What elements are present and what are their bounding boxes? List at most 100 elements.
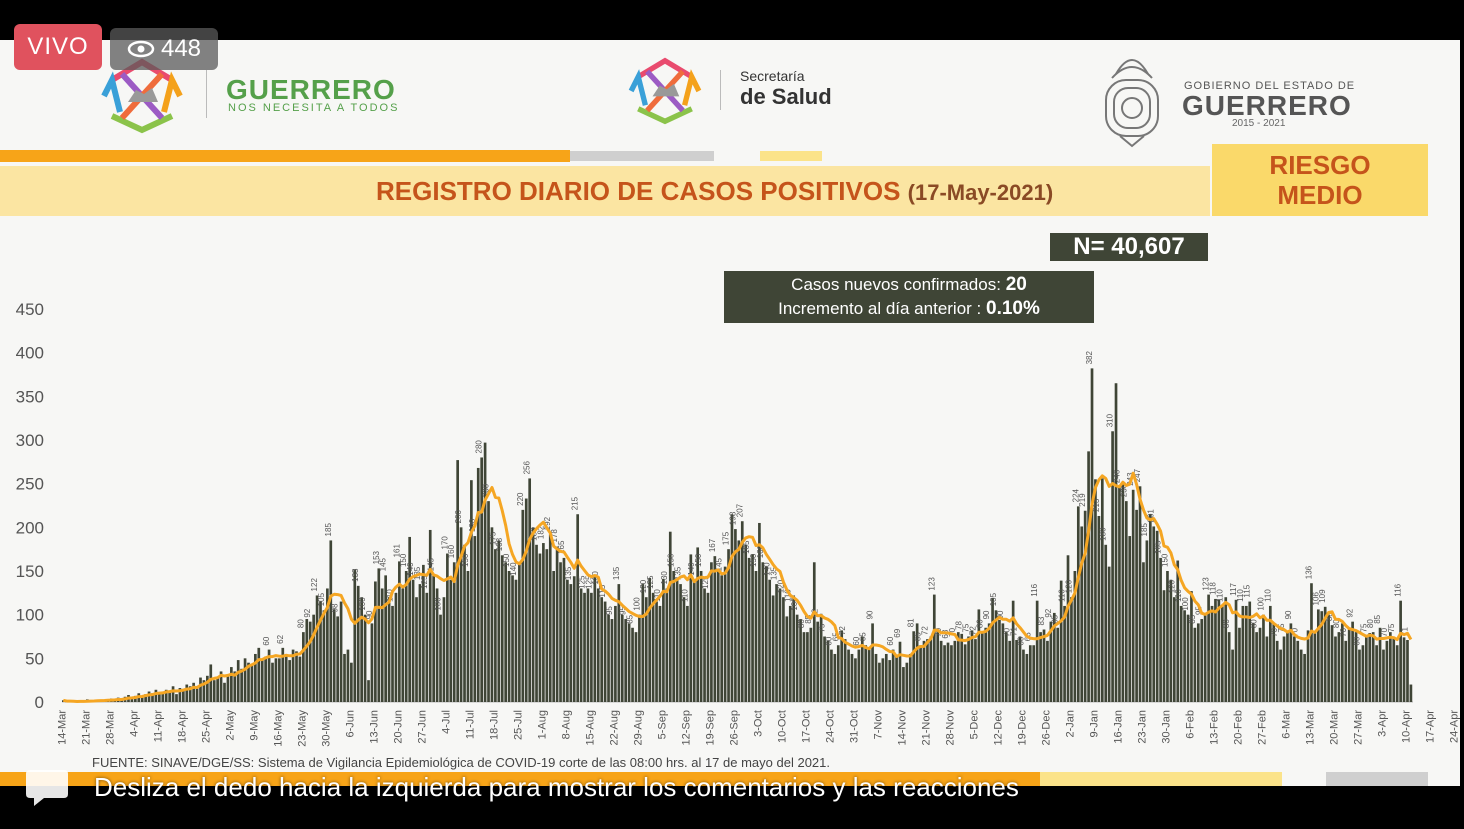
x-tick-label: 26-Dec — [1040, 710, 1052, 746]
daily-cases-bar — [912, 631, 916, 702]
bar-value-label: 150 — [749, 553, 758, 567]
gov-line3: 2015 - 2021 — [1232, 118, 1286, 129]
comment-icon[interactable] — [24, 766, 70, 810]
x-tick-label: 20-Feb — [1232, 710, 1244, 745]
daily-cases-bar — [295, 651, 298, 702]
daily-cases-bar — [1135, 509, 1138, 702]
bar-value-label: 110 — [1058, 589, 1067, 602]
daily-cases-bar — [223, 682, 226, 702]
x-tick-label: 24-Oct — [824, 710, 836, 743]
daily-cases-bar — [480, 457, 484, 702]
daily-cases-bar — [1152, 526, 1156, 702]
bar-value-label: 135 — [413, 566, 422, 580]
daily-cases-bar — [175, 694, 178, 702]
bar-value-label: 90 — [982, 610, 991, 619]
daily-cases-bar — [884, 653, 888, 702]
bar-value-label: 125 — [701, 575, 710, 589]
daily-cases-bar — [212, 680, 216, 702]
daily-cases-bar — [432, 575, 435, 702]
daily-cases-bar — [1090, 368, 1094, 702]
daily-cases-bar — [1385, 640, 1389, 702]
bar-value-label: 230 — [1119, 483, 1128, 497]
x-tick-label: 28-Nov — [944, 710, 956, 746]
daily-cases-bar — [768, 579, 772, 702]
x-tick-label: 28-Mar — [104, 710, 116, 745]
gov-line1: GOBIERNO DEL ESTADO DE — [1184, 80, 1356, 92]
bar-value-label: 150 — [694, 553, 703, 567]
y-tick-label: 100 — [16, 606, 44, 625]
daily-cases-bar — [614, 605, 617, 702]
daily-cases-bar — [583, 592, 586, 702]
daily-cases-bar — [1114, 383, 1118, 702]
bar-value-label: 116 — [1394, 583, 1403, 596]
daily-cases-bar — [339, 601, 343, 702]
daily-cases-bar — [278, 658, 281, 702]
daily-cases-bar — [891, 649, 895, 702]
daily-cases-bar — [788, 605, 792, 702]
new-cases-label: Casos nuevos confirmados: — [791, 275, 1001, 294]
bar-value-label: 88 — [1325, 612, 1334, 621]
daily-cases-bar — [1203, 614, 1207, 702]
bar-value-label: 115 — [1243, 584, 1252, 597]
y-tick-label: 450 — [16, 300, 44, 319]
bar-value-label: 200 — [454, 509, 463, 523]
daily-cases-bar — [151, 693, 154, 702]
bar-value-label: 310 — [1106, 413, 1115, 427]
y-tick-label: 200 — [16, 518, 44, 537]
x-tick-label: 12-Dec — [992, 710, 1004, 746]
daily-cases-bar — [202, 680, 206, 702]
daily-cases-bar — [672, 571, 676, 702]
daily-cases-bar — [459, 527, 463, 702]
daily-cases-bar — [360, 597, 363, 702]
bar-value-label: 60 — [824, 636, 833, 645]
daily-cases-bar — [692, 579, 696, 702]
x-tick-label: 10-Oct — [776, 710, 788, 743]
bar-value-label: 185 — [324, 523, 333, 537]
x-tick-label: 30-May — [320, 710, 332, 747]
daily-cases-bar — [761, 562, 765, 702]
daily-cases-bar — [1330, 625, 1334, 702]
bar-value-label: 219 — [1078, 493, 1087, 507]
daily-cases-bar — [644, 597, 648, 702]
bar-value-label: 100 — [358, 597, 367, 611]
bar-value-label: 80 — [1222, 619, 1231, 628]
daily-cases-bar — [1186, 614, 1190, 702]
bar-value-label: 192 — [543, 516, 552, 530]
bar-value-label: 70 — [1380, 627, 1389, 636]
bar-value-label: 105 — [317, 592, 326, 606]
daily-cases-bar — [679, 584, 682, 702]
daily-cases-bar — [1303, 653, 1306, 702]
bar-value-label: 100 — [1181, 597, 1190, 611]
daily-cases-bar — [1299, 649, 1303, 702]
daily-cases-bar — [730, 514, 734, 702]
x-tick-label: 5-Sep — [656, 710, 668, 739]
daily-cases-bar — [1193, 627, 1197, 702]
daily-cases-bar — [1087, 451, 1090, 702]
daily-cases-bar — [312, 614, 315, 702]
bar-value-label: 110 — [783, 589, 792, 602]
daily-cases-bar — [754, 571, 758, 702]
daily-cases-bar — [607, 614, 610, 702]
daily-cases-bar — [1279, 649, 1282, 702]
daily-cases-bar — [991, 598, 994, 702]
daily-cases-bar — [130, 697, 134, 702]
bar-value-label: 201 — [1147, 509, 1156, 523]
daily-cases-bar — [782, 597, 785, 702]
footer-stripe-grey — [1326, 772, 1428, 786]
daily-cases-bar — [346, 649, 350, 702]
daily-cases-bar — [449, 579, 453, 702]
daily-cases-bar — [734, 529, 737, 702]
bar-value-label: 71 — [1010, 627, 1019, 636]
new-cases-box: Casos nuevos confirmados: 20 Incremento … — [724, 271, 1094, 323]
daily-cases-bar — [847, 649, 850, 702]
daily-cases-bar — [1241, 605, 1245, 702]
bar-value-label: 150 — [399, 553, 408, 567]
daily-cases-bar — [1248, 601, 1252, 702]
daily-cases-bar — [963, 644, 967, 702]
daily-cases-bar — [1320, 611, 1324, 702]
daily-cases-bar — [737, 540, 741, 702]
y-tick-label: 350 — [16, 387, 44, 406]
daily-cases-bar — [950, 645, 953, 702]
daily-cases-bar — [785, 616, 789, 702]
daily-cases-bar — [864, 645, 868, 702]
